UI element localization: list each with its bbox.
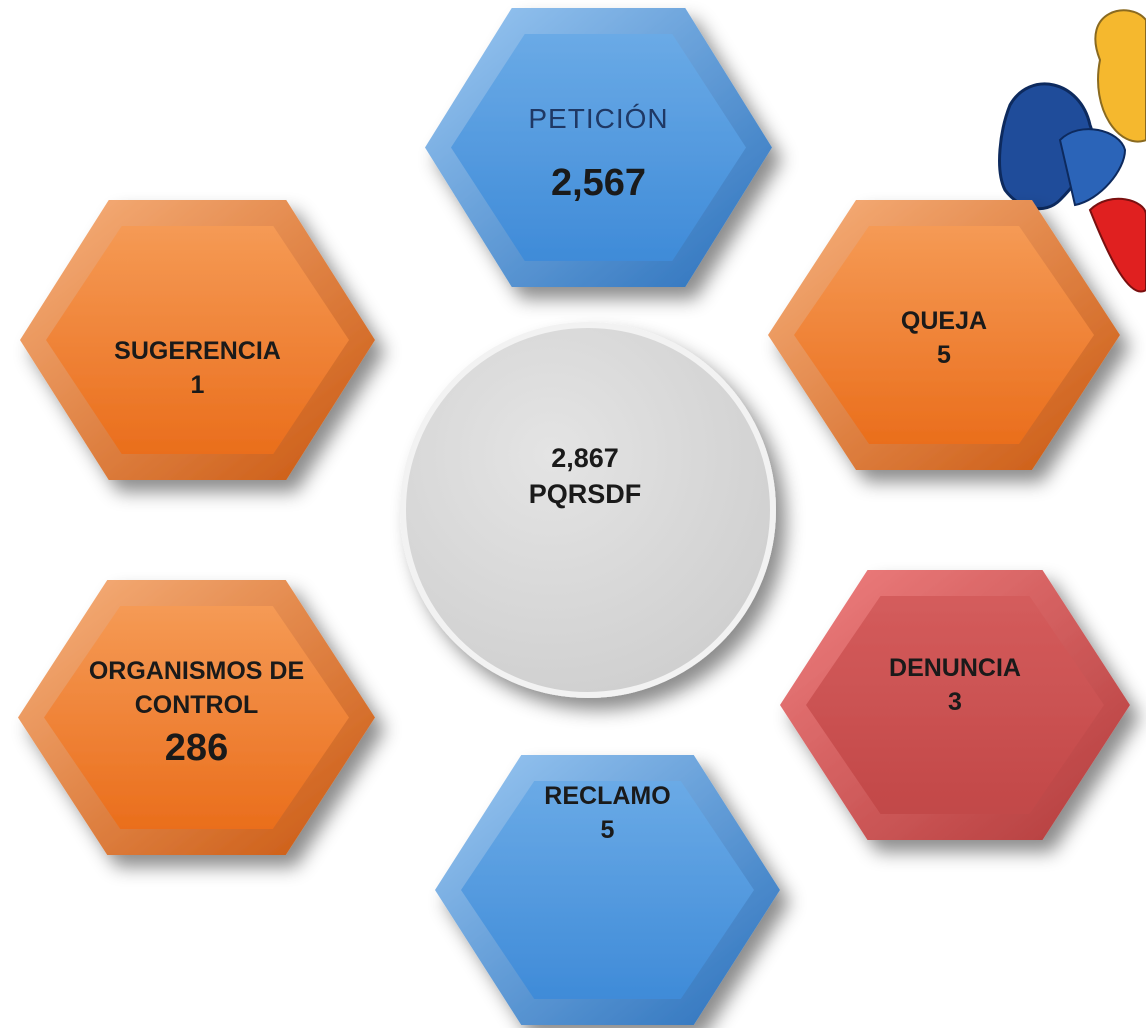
node-label: ORGANISMOS DE CONTROL bbox=[77, 655, 317, 723]
center-value: 2,867 bbox=[430, 440, 740, 476]
node-label: RECLAMO bbox=[488, 780, 728, 814]
node-label: PETICIÓN bbox=[479, 100, 719, 138]
butterfly-wing bbox=[1060, 129, 1125, 205]
butterfly-wing bbox=[1090, 199, 1146, 292]
node-value: 1 bbox=[78, 369, 318, 403]
node-value: 3 bbox=[835, 686, 1075, 720]
butterfly-wing bbox=[1095, 10, 1146, 141]
infographic: 2,867 PQRSDF PETICIÓN2,567QUEJA5SUGERENC… bbox=[0, 0, 1146, 1028]
node-value: 5 bbox=[824, 339, 1064, 373]
hexagon-text: PETICIÓN 2,567 bbox=[479, 100, 719, 209]
node-value: 5 bbox=[488, 814, 728, 848]
node-label: DENUNCIA bbox=[835, 652, 1075, 686]
center-text: 2,867 PQRSDF bbox=[430, 440, 740, 513]
node-value: 286 bbox=[77, 723, 317, 774]
center-label: PQRSDF bbox=[430, 476, 740, 512]
node-label: SUGERENCIA bbox=[78, 335, 318, 369]
node-value: 2,567 bbox=[479, 158, 719, 209]
node-label: QUEJA bbox=[824, 305, 1064, 339]
